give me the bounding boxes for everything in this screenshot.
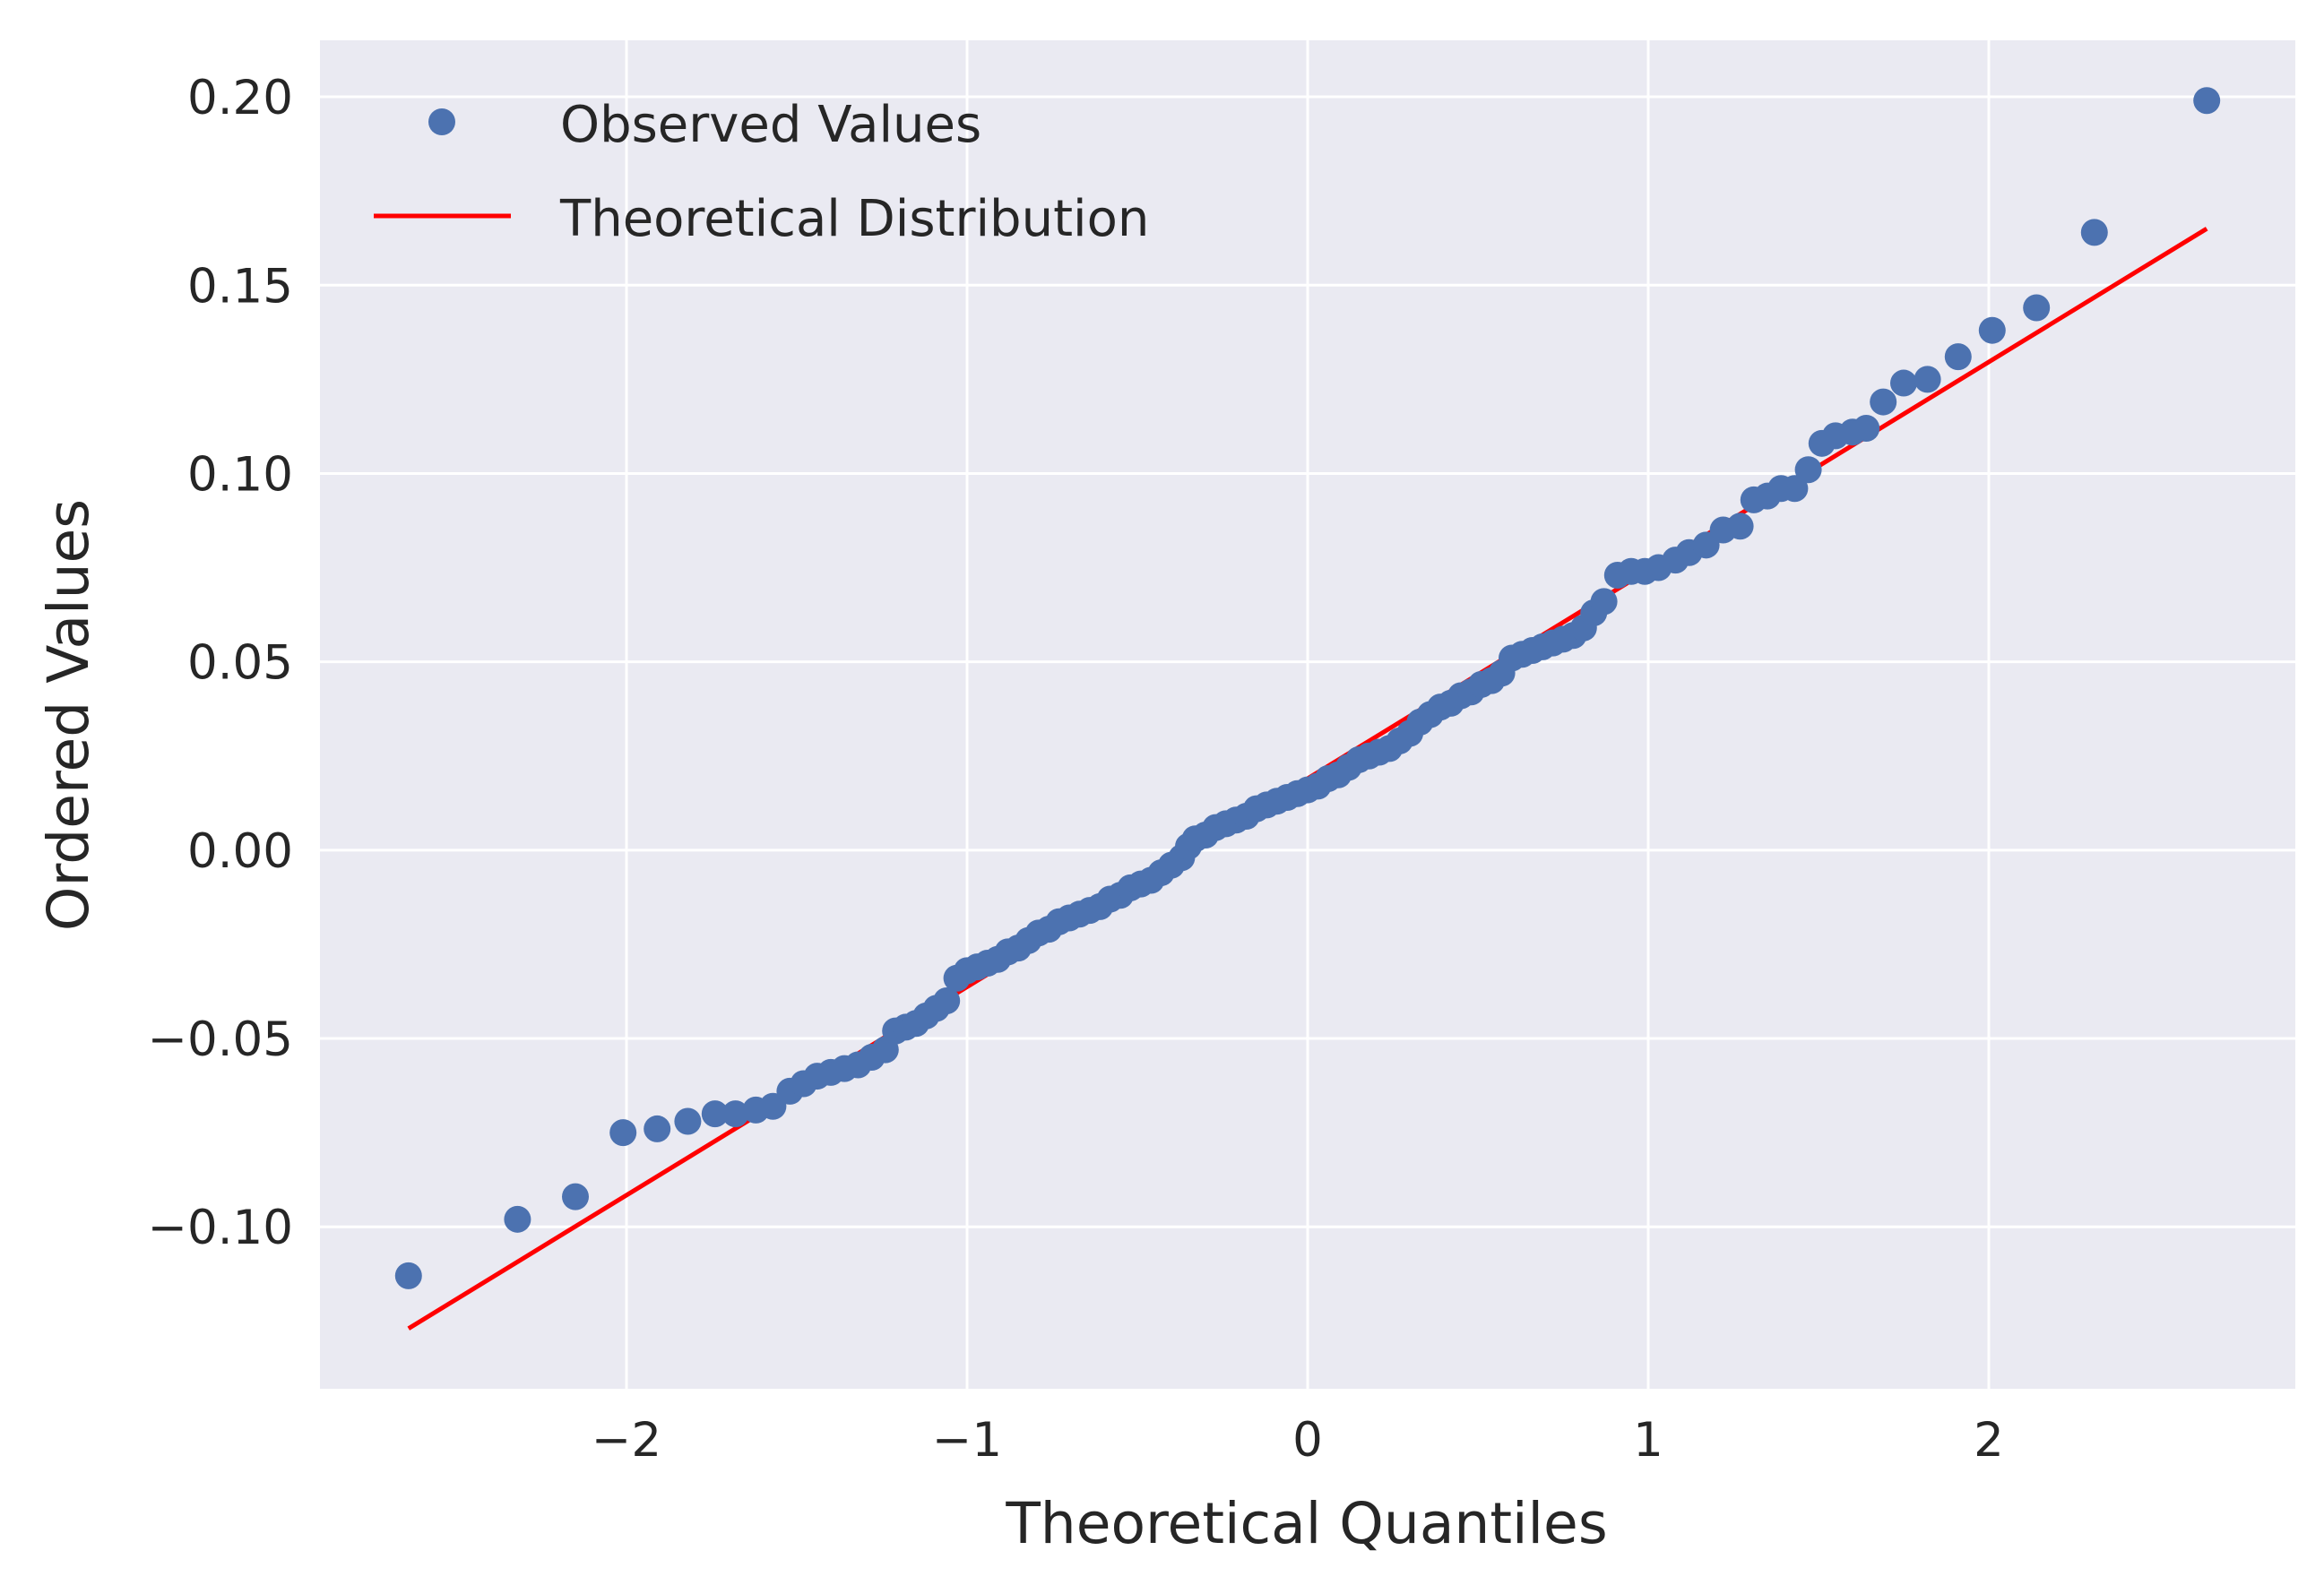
legend-observed-label: Observed Values — [560, 96, 981, 154]
legend-observed-marker — [428, 108, 455, 135]
x-tick-label: 0 — [1292, 1413, 1323, 1468]
tick-labels: −2 −1 0 1 2 −0.10 −0.05 0.00 0.05 0.10 0.15 0.20 — [148, 71, 2004, 1468]
observed-point — [721, 1100, 749, 1128]
y-tick-label: −0.10 — [148, 1201, 293, 1255]
observed-point — [1914, 366, 1941, 393]
observed-point — [504, 1205, 531, 1233]
x-axis-label: Theoretical Quantiles — [1005, 1491, 1607, 1556]
observed-point — [1944, 343, 1972, 371]
y-tick-label: 0.05 — [187, 636, 293, 691]
y-tick-label: 0.15 — [187, 259, 293, 314]
legend-theoretical-label: Theoretical Distribution — [559, 190, 1149, 248]
x-tick-label: 1 — [1633, 1413, 1663, 1468]
grid-lines — [320, 40, 2295, 1389]
observed-points-layer — [394, 87, 2221, 1289]
y-tick-label: −0.05 — [148, 1012, 293, 1067]
x-tick-label: 2 — [1974, 1413, 2004, 1468]
observed-point — [1978, 316, 2006, 344]
observed-point — [674, 1107, 702, 1135]
observed-point — [1590, 588, 1618, 616]
y-tick-label: 0.10 — [187, 447, 293, 502]
x-tick-label: −1 — [932, 1413, 1002, 1468]
observed-point — [1890, 369, 1917, 397]
y-tick-label: 0.00 — [187, 824, 293, 879]
observed-point — [644, 1115, 671, 1142]
observed-point — [1794, 456, 1822, 484]
observed-point — [609, 1119, 637, 1147]
observed-point — [2023, 294, 2051, 322]
observed-point — [1853, 415, 1880, 443]
observed-point — [394, 1262, 422, 1289]
observed-point — [2193, 87, 2221, 115]
observed-point — [933, 986, 961, 1014]
y-tick-label: 0.20 — [187, 71, 293, 125]
x-tick-label: −2 — [592, 1413, 661, 1468]
legend: Observed Values Theoretical Distribution — [374, 96, 1149, 248]
observed-point — [2080, 219, 2108, 246]
y-axis-label: Ordered Values — [36, 499, 101, 931]
observed-point — [701, 1100, 729, 1128]
observed-point — [562, 1183, 589, 1210]
observed-point — [1726, 513, 1754, 540]
observed-point — [1781, 475, 1809, 503]
observed-point — [1870, 388, 1897, 416]
